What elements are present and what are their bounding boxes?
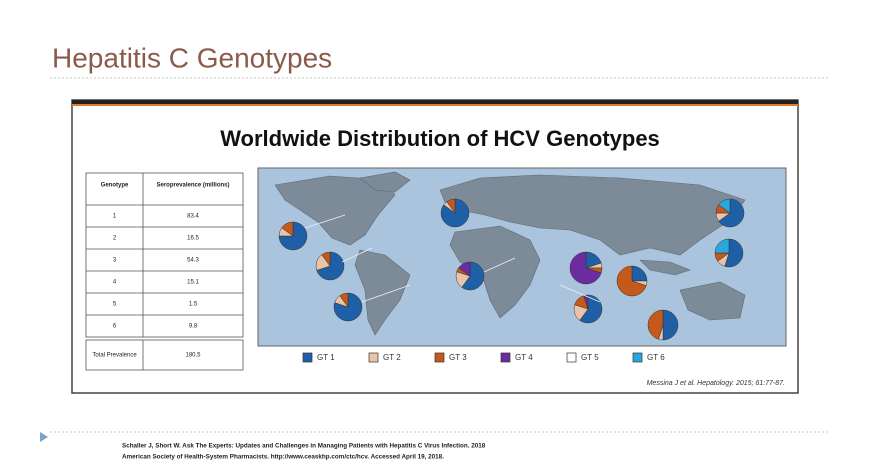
table-cell: 2 [113,236,117,242]
leader-line [559,284,601,303]
figure-title: Worldwide Distribution of HCV Genotypes [220,126,660,151]
pie-slice [339,292,349,308]
indonesia [639,259,691,276]
figure-citation: Messina J et al. Hepatology. 2015; 61:77… [647,380,785,387]
reference-line: Schaller J, Short W. Ask The Experts: Up… [122,443,486,450]
table-cell: 9.8 [189,324,198,330]
pie-slice [647,309,664,340]
pie-slice [616,265,647,297]
pie-slice [662,309,679,341]
table-cell: 1 [113,214,117,220]
table-cell: 83.4 [187,214,199,220]
figure: Worldwide Distribution of HCV Genotypes … [71,99,799,394]
leader-line [361,284,411,303]
reference-line: American Society of Health-System Pharma… [122,454,444,461]
pie-slice [321,251,331,267]
pie-slice [718,198,731,214]
table-header: Genotype [101,183,129,189]
pie-markers [278,198,745,341]
table-frame [85,172,244,338]
legend-swatch [368,352,379,363]
legend-label: GT 1 [317,353,335,362]
table-total-frame [85,339,244,371]
leader-line [483,257,516,273]
bullet-arrow [40,432,48,442]
table-cell: 54.3 [187,258,199,264]
legend-label: GT 4 [515,353,533,362]
genotype-table: Genotype Seroprevalence (millions) 1 83.4 2 1… [85,172,244,371]
legend-swatch [434,352,445,363]
table-cell: 5 [113,302,117,308]
legend-swatch [302,352,313,363]
legend-swatch [566,352,577,363]
table-cell: 15.1 [187,280,199,286]
pie-slice [579,294,603,324]
pie-slice [569,251,602,285]
pie-slice [461,261,485,291]
continents [274,171,746,336]
leader-line [341,247,373,263]
pie-slice [446,198,456,214]
pie-slice [714,238,730,254]
pie-slice [281,221,294,237]
table-cell: 16.5 [187,236,199,242]
legend-label: GT 3 [449,353,467,362]
africa [449,225,541,319]
table-total-label: Total Prevalence [92,353,137,359]
pie-slice [583,294,589,310]
table-cell: 4 [113,280,117,286]
legend-swatch [632,352,643,363]
legend: GT 1 GT 2 GT 3 GT 4 GT 5 GT 6 [302,352,665,363]
legend-label: GT 2 [383,353,401,362]
table-total-value: 180.5 [185,353,201,359]
table-cell: 6 [113,324,117,330]
greenland [359,171,411,193]
figure-top-bar [72,100,798,104]
pie-slice [458,261,471,277]
legend-swatch [500,352,511,363]
table-cell: 1.5 [189,302,198,308]
south-america [354,249,411,336]
legend-label: GT 6 [647,353,665,362]
world-map [257,167,787,347]
pie-slice [316,251,345,281]
slide-title: Hepatitis C Genotypes [52,42,332,73]
table-header: Seroprevalence (millions) [156,183,229,189]
pie-slice [278,221,308,251]
australia [679,281,746,321]
table-cell: 3 [113,258,117,264]
pie-slice [718,198,745,228]
eurasia [439,174,746,256]
legend-label: GT 5 [581,353,599,362]
figure-accent-bar [72,104,798,106]
leader-line [304,214,346,229]
